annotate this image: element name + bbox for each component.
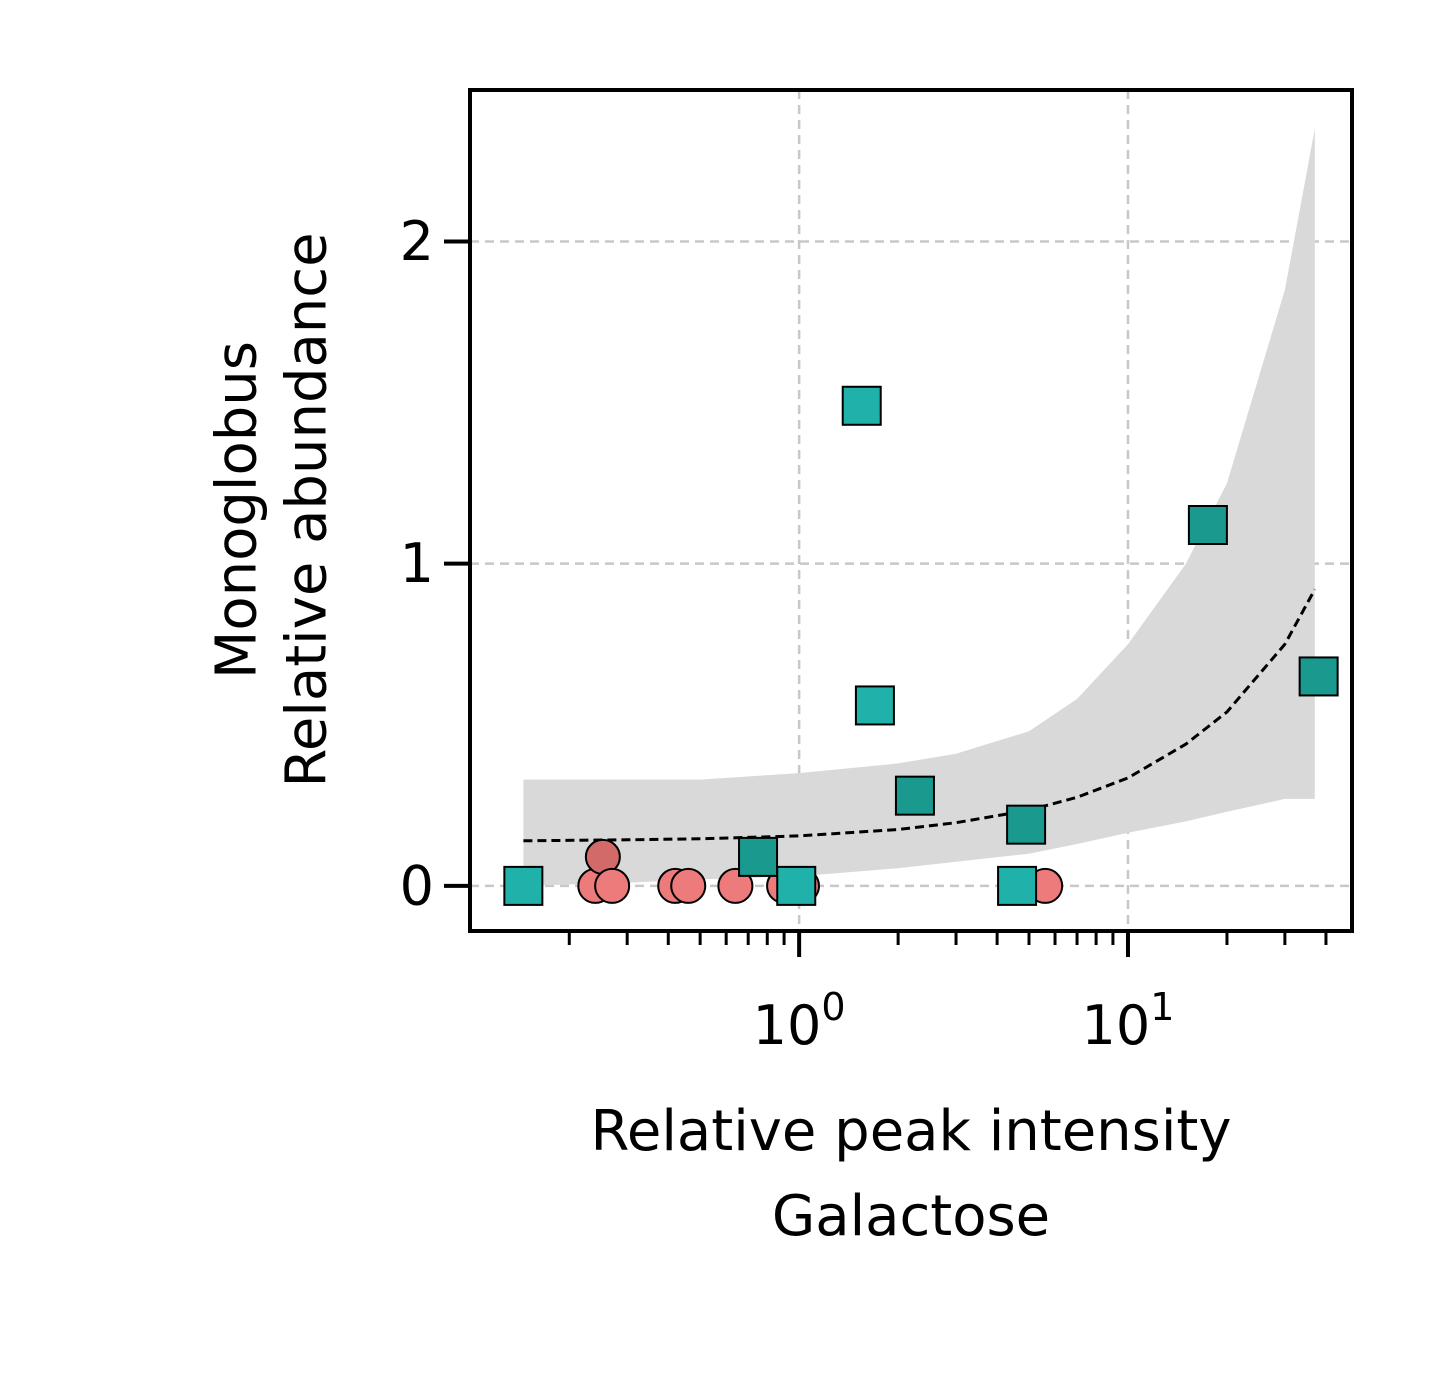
square-point-2	[776, 865, 817, 906]
circle-point-4	[670, 867, 707, 904]
confidence-band-layer	[523, 128, 1315, 886]
x-axis-title-line-2: Galactose	[772, 1184, 1050, 1249]
square-point-6	[997, 865, 1038, 906]
square-point-0	[503, 865, 544, 906]
y-tick-label-1: 1	[400, 532, 434, 595]
x-axis-title-line-1: Relative peak intensity	[591, 1099, 1232, 1164]
confidence-band	[523, 128, 1315, 886]
square-point-1	[738, 836, 779, 877]
y-tick-label-0: 0	[400, 854, 434, 917]
circle-point-2	[594, 867, 631, 904]
y-axis-title-line-2: Relative abundance	[275, 232, 340, 787]
x-tick-label-1: 101	[1082, 985, 1175, 1057]
y-axis-title-line-1: Monoglobus	[205, 341, 270, 679]
square-point-7	[1006, 804, 1047, 845]
square-point-4	[854, 685, 895, 726]
y-tick-label-2: 2	[400, 210, 434, 273]
x-tick-label-0: 100	[753, 985, 846, 1057]
square-point-3	[841, 385, 882, 426]
plot-frame	[468, 88, 1354, 933]
data-points-layer	[503, 385, 1339, 906]
circle-point-5	[717, 867, 754, 904]
square-point-9	[1298, 656, 1339, 697]
square-point-8	[1187, 505, 1228, 545]
y-axis-title: Monoglobus Relative abundance	[205, 232, 340, 787]
square-point-5	[894, 775, 935, 816]
